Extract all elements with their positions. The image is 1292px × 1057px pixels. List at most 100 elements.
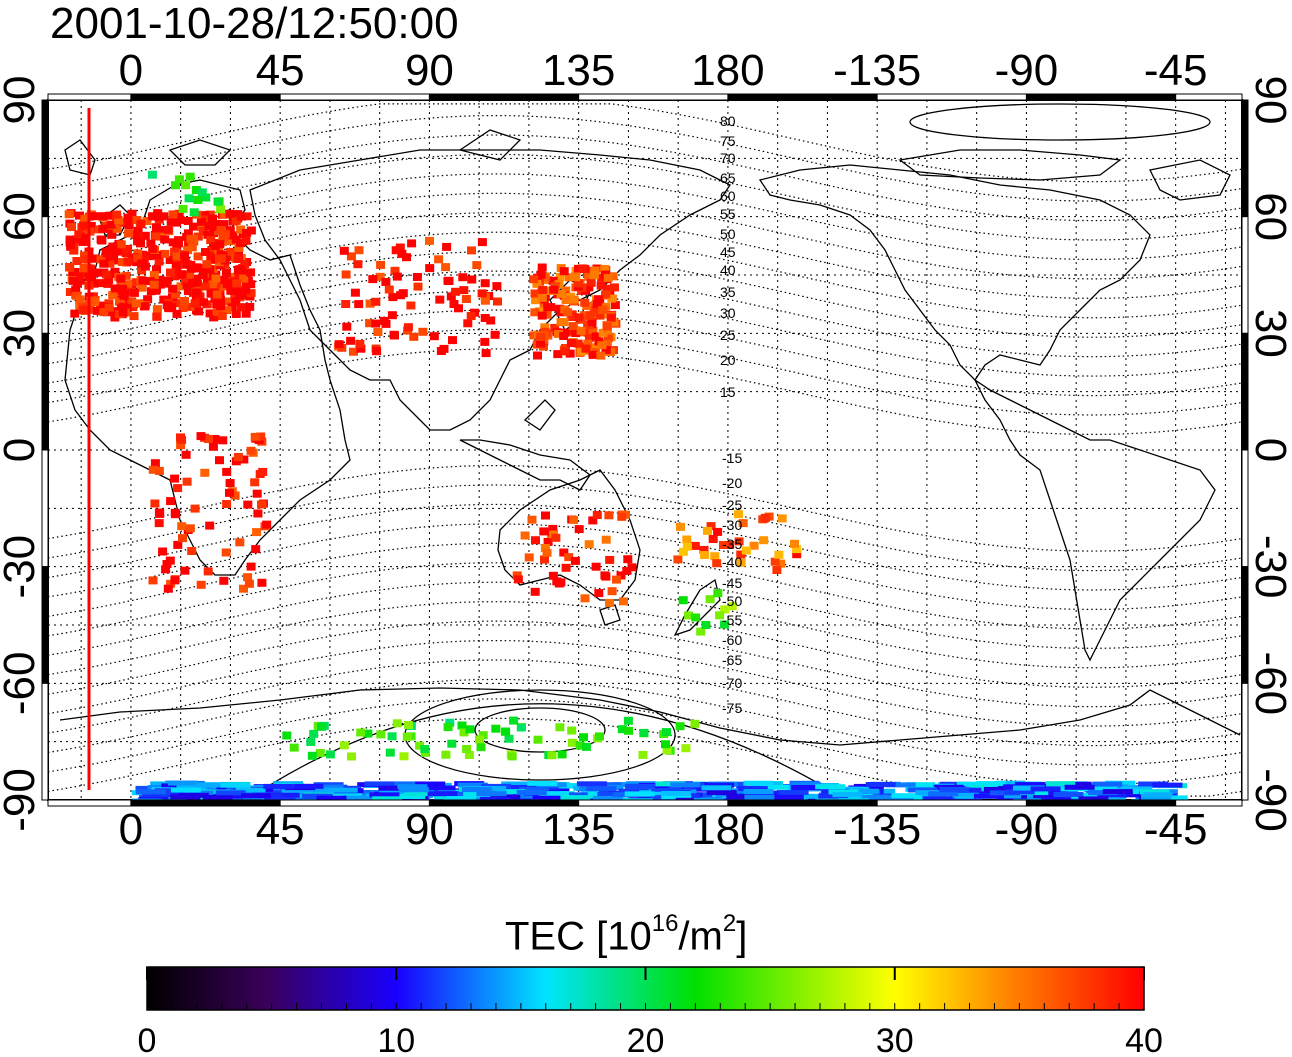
tec-cell <box>119 291 129 300</box>
tec-cell <box>578 264 588 273</box>
tec-cell <box>165 556 175 565</box>
tec-cell <box>355 339 365 348</box>
tec-cell <box>606 313 616 322</box>
tec-cell <box>457 721 467 730</box>
tec-cell <box>1004 789 1035 795</box>
tec-cell <box>241 236 251 245</box>
magnetic-contour <box>48 484 1242 572</box>
tec-cell <box>520 531 530 540</box>
tec-cell <box>774 550 784 559</box>
tec-cell <box>713 527 723 536</box>
tec-cell <box>605 598 614 607</box>
tec-cell <box>372 347 382 356</box>
tec-cell <box>379 316 389 325</box>
tec-cell <box>480 797 510 800</box>
magnetic-contour <box>48 192 1242 280</box>
tec-cell <box>995 780 1026 786</box>
tec-cell <box>956 781 987 787</box>
tec-cell <box>529 331 539 340</box>
tec-cell <box>616 571 626 580</box>
tec-cell <box>395 794 426 799</box>
tec-cell <box>715 611 725 620</box>
tec-cell <box>201 193 211 202</box>
tec-cell <box>167 780 198 786</box>
tec-cell <box>571 273 581 282</box>
tec-cell <box>494 789 525 795</box>
tec-cell <box>107 229 117 238</box>
tec-cell <box>477 238 487 247</box>
tec-cell <box>576 781 607 787</box>
tec-cell <box>286 797 317 800</box>
mag-lat-label: -60 <box>722 632 742 648</box>
tec-cell <box>159 212 169 221</box>
tec-cell <box>350 288 360 297</box>
tec-cell <box>565 349 575 358</box>
tec-cell <box>327 787 358 793</box>
tec-cell <box>222 467 232 476</box>
coastlines <box>59 129 1241 746</box>
tec-cell <box>253 509 263 518</box>
tec-cell <box>116 274 126 283</box>
tec-cell <box>177 270 187 279</box>
tec-cell <box>454 304 463 313</box>
tec-cell <box>185 172 195 181</box>
tec-cell <box>178 792 209 798</box>
tec-cell <box>110 267 120 276</box>
tec-cell <box>601 535 611 544</box>
tec-cell <box>105 211 115 220</box>
tec-cell <box>459 286 469 295</box>
bottom-lon-label: -90 <box>995 805 1059 854</box>
tec-cell <box>339 246 349 255</box>
tec-cell <box>209 229 219 238</box>
tec-cell <box>670 782 701 788</box>
tec-cell <box>939 787 970 793</box>
tec-cell <box>622 798 653 800</box>
tec-cell <box>234 243 244 252</box>
tec-cell <box>105 225 115 234</box>
tec-cell <box>233 453 243 461</box>
tec-cell <box>595 311 605 320</box>
tec-cell <box>116 279 126 288</box>
tec-cell <box>0 510 5 518</box>
tec-cell <box>719 541 728 549</box>
tec-cell <box>346 252 356 261</box>
tec-cell <box>161 565 171 574</box>
tec-cell <box>418 327 428 336</box>
tec-cell <box>65 263 75 271</box>
tec-cell <box>231 297 241 306</box>
tec-cell <box>585 311 595 320</box>
tec-cell <box>583 328 593 337</box>
tec-cell <box>701 621 711 629</box>
tec-cell <box>387 311 397 320</box>
tec-cell <box>639 728 649 737</box>
tec-cell <box>492 282 502 291</box>
tec-cell <box>365 319 375 328</box>
south-polar-contour <box>474 707 606 753</box>
tec-cell <box>339 741 349 750</box>
tec-cell <box>209 284 219 293</box>
tec-cell <box>727 602 737 611</box>
tec-cell <box>741 546 751 555</box>
tec-cell <box>171 290 181 299</box>
tec-cell <box>557 750 567 759</box>
tec-cell <box>152 284 161 293</box>
magnetic-contour <box>48 328 1242 416</box>
tec-cell <box>1139 789 1170 795</box>
tec-cell <box>221 548 231 557</box>
tec-cell <box>392 719 402 728</box>
tec-cell <box>347 752 356 761</box>
tec-cell <box>228 231 238 240</box>
tec-cell <box>204 435 213 443</box>
tec-cell <box>493 297 502 306</box>
tec-cell <box>368 275 378 284</box>
tec-cell <box>123 280 133 289</box>
tec-cell <box>171 181 180 190</box>
tec-cell <box>203 567 213 576</box>
left-lat-label: 90 <box>0 76 44 125</box>
tec-cell <box>152 312 162 321</box>
frame-segment <box>41 682 49 801</box>
tec-cell <box>547 751 557 760</box>
tec-cell <box>215 254 224 263</box>
tec-cell <box>662 746 672 755</box>
tec-cell <box>459 728 469 737</box>
